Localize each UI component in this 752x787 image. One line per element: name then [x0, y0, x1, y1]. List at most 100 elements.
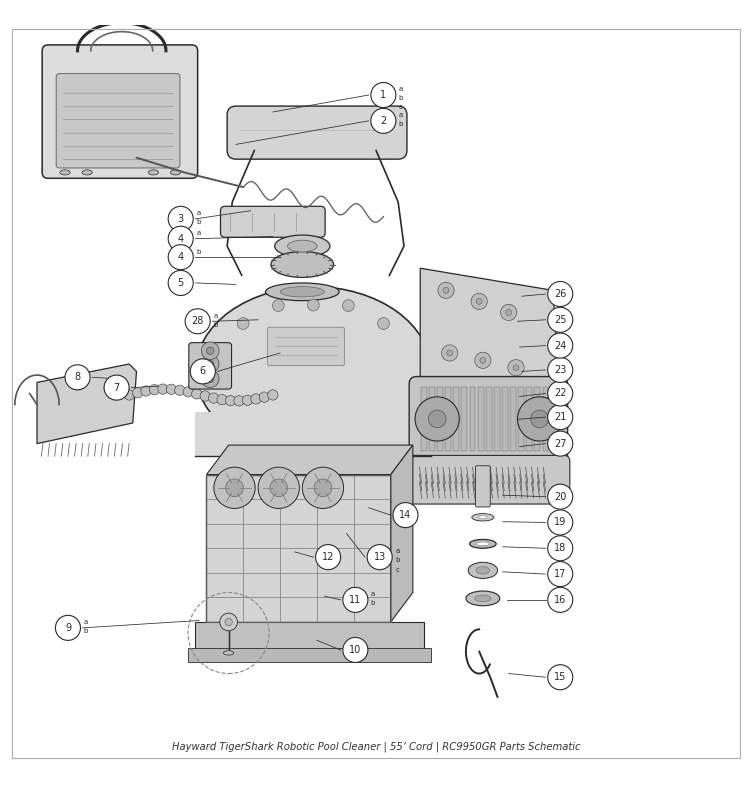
Circle shape — [443, 287, 449, 294]
Circle shape — [547, 536, 573, 561]
Circle shape — [258, 467, 299, 508]
Text: 10: 10 — [349, 645, 362, 655]
Circle shape — [501, 305, 517, 320]
Circle shape — [259, 392, 269, 402]
FancyBboxPatch shape — [409, 376, 568, 461]
Text: 19: 19 — [554, 518, 566, 527]
Text: Hayward TigerShark Robotic Pool Cleaner | 55’ Cord | RC9950GR Parts Schematic: Hayward TigerShark Robotic Pool Cleaner … — [171, 741, 581, 752]
Circle shape — [190, 359, 215, 384]
Circle shape — [547, 484, 573, 509]
Circle shape — [505, 309, 511, 316]
Ellipse shape — [271, 252, 334, 278]
Circle shape — [207, 360, 214, 368]
Circle shape — [371, 83, 396, 108]
Ellipse shape — [60, 170, 70, 175]
Circle shape — [415, 397, 459, 441]
Circle shape — [168, 271, 193, 295]
Circle shape — [226, 479, 244, 497]
Circle shape — [272, 300, 284, 312]
Circle shape — [429, 410, 446, 428]
Text: 12: 12 — [322, 552, 335, 562]
Circle shape — [168, 245, 193, 270]
Ellipse shape — [223, 651, 234, 655]
Circle shape — [220, 613, 238, 631]
Circle shape — [547, 357, 573, 382]
Text: 11: 11 — [349, 595, 362, 605]
Bar — [462, 387, 468, 451]
Circle shape — [371, 109, 396, 133]
Text: 24: 24 — [554, 341, 566, 350]
Circle shape — [447, 350, 453, 356]
Bar — [478, 387, 484, 451]
Bar — [188, 648, 432, 663]
Text: a: a — [213, 312, 217, 319]
Ellipse shape — [468, 562, 498, 578]
Ellipse shape — [171, 170, 180, 175]
Ellipse shape — [472, 514, 494, 521]
Polygon shape — [391, 445, 413, 622]
Bar — [510, 387, 516, 451]
Bar — [437, 387, 443, 451]
Text: 15: 15 — [554, 672, 566, 682]
Circle shape — [378, 318, 390, 330]
Text: a: a — [196, 230, 201, 236]
FancyBboxPatch shape — [189, 342, 232, 389]
Ellipse shape — [478, 515, 487, 519]
Text: 6: 6 — [200, 367, 206, 376]
Circle shape — [517, 397, 562, 441]
Circle shape — [438, 283, 454, 298]
Bar — [445, 387, 451, 451]
Circle shape — [56, 615, 80, 641]
Text: 20: 20 — [554, 492, 566, 501]
Ellipse shape — [280, 286, 324, 297]
Ellipse shape — [476, 567, 490, 574]
Circle shape — [547, 282, 573, 307]
Text: 18: 18 — [554, 543, 566, 553]
Circle shape — [65, 364, 90, 390]
Text: b: b — [371, 600, 375, 606]
Circle shape — [150, 385, 159, 395]
Text: a: a — [196, 210, 201, 216]
Polygon shape — [207, 445, 413, 475]
Text: 13: 13 — [374, 552, 386, 562]
Circle shape — [393, 503, 418, 527]
Text: 21: 21 — [554, 412, 566, 422]
Circle shape — [202, 370, 219, 388]
Circle shape — [226, 396, 235, 406]
Text: b: b — [399, 121, 403, 127]
Circle shape — [314, 479, 332, 497]
Circle shape — [168, 226, 193, 251]
Circle shape — [124, 390, 135, 400]
Circle shape — [343, 587, 368, 612]
Circle shape — [308, 299, 320, 311]
Circle shape — [225, 619, 232, 626]
Text: c: c — [395, 567, 399, 572]
Ellipse shape — [265, 283, 339, 301]
Circle shape — [168, 206, 193, 231]
Text: 16: 16 — [554, 595, 566, 605]
Circle shape — [192, 389, 202, 399]
Circle shape — [141, 386, 151, 396]
Text: 3: 3 — [177, 214, 183, 224]
Text: 27: 27 — [554, 438, 566, 449]
Bar — [453, 387, 459, 451]
Bar — [207, 475, 391, 622]
Circle shape — [200, 391, 211, 401]
FancyBboxPatch shape — [407, 456, 570, 504]
Circle shape — [547, 665, 573, 689]
Circle shape — [132, 388, 143, 398]
Circle shape — [183, 386, 193, 397]
Text: a: a — [399, 113, 403, 118]
Bar — [429, 387, 435, 451]
Circle shape — [547, 381, 573, 406]
Text: b: b — [83, 628, 88, 634]
Text: 7: 7 — [114, 382, 120, 393]
FancyBboxPatch shape — [56, 74, 180, 168]
Text: b: b — [196, 220, 201, 225]
Circle shape — [475, 353, 491, 368]
Bar — [486, 387, 492, 451]
Bar — [421, 387, 427, 451]
Text: 4: 4 — [177, 234, 183, 244]
Circle shape — [531, 410, 548, 428]
Text: c: c — [399, 105, 403, 110]
